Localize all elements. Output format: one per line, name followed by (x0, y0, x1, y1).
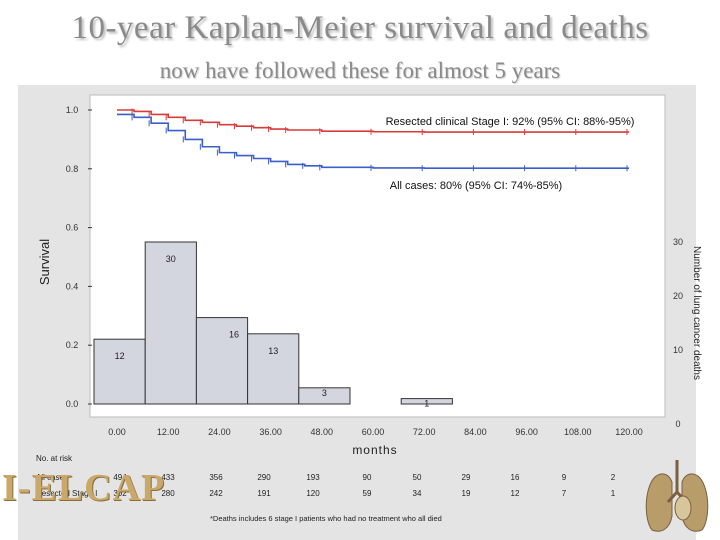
series-line-all-cases (117, 113, 629, 170)
risk-table-cell: 29 (461, 473, 471, 482)
risk-table-heading: No. at risk (36, 454, 73, 463)
x-axis-label: months (352, 443, 397, 457)
risk-table-cell: 12 (510, 489, 520, 498)
series-line-resected (117, 109, 629, 133)
death-bar-label: 1 (424, 399, 429, 409)
death-bar (247, 333, 300, 405)
risk-table-cell: 191 (257, 489, 271, 498)
risk-table-cell: 2 (610, 473, 616, 482)
risk-table-cell: 302 (113, 489, 127, 498)
y2-tick-label: 20 (673, 291, 683, 301)
death-bar (400, 398, 453, 405)
risk-table-cell: 9 (561, 473, 567, 482)
risk-table-cell: 1 (610, 489, 616, 498)
risk-table-cell: 433 (161, 473, 175, 482)
y-tick-label: 0.0 (66, 399, 79, 409)
x-tick-label: 24.00 (208, 427, 231, 437)
risk-table-cell: 59 (362, 489, 372, 498)
x-tick-label: 72.00 (413, 427, 436, 437)
y-tick-label: 0.2 (66, 340, 79, 350)
risk-row-label-resected: Resected Stage I (36, 489, 98, 498)
y-tick-label: 0.4 (66, 281, 79, 291)
death-bar-label: 30 (166, 254, 176, 264)
slide-subtitle: now have followed these for almost 5 yea… (159, 58, 561, 83)
y2-tick-label: 30 (673, 237, 683, 247)
death-bar-label: 12 (115, 351, 125, 361)
x-tick-label: 12.00 (157, 427, 180, 437)
risk-table-cell: 356 (209, 473, 223, 482)
slide-title: 10-year Kaplan-Meier survival and deaths (71, 10, 649, 46)
risk-table-cell: 50 (412, 473, 422, 482)
footnote: *Deaths includes 6 stage I patients who … (210, 514, 442, 523)
x-tick-label: 48.00 (311, 427, 334, 437)
x-tick-label: 36.00 (259, 427, 282, 437)
series-label-resected: Resected clinical Stage I: 92% (95% CI: … (386, 116, 635, 128)
risk-table-cell: 193 (306, 473, 320, 482)
risk-table-cell: 290 (257, 473, 271, 482)
death-bar-label: 16 (229, 330, 239, 340)
death-bar-label: 13 (268, 346, 278, 356)
x-tick-label: 108.00 (564, 427, 592, 437)
y-axis-label: Survival (37, 239, 52, 285)
death-bar (298, 387, 351, 405)
risk-table-cell: 16 (510, 473, 520, 482)
risk-table-cell: 280 (161, 489, 175, 498)
y-tick-label: 0.6 (66, 223, 79, 233)
y2-tick-label: 0 (675, 419, 680, 429)
risk-table-cell: 494 (113, 473, 127, 482)
x-tick-label: 84.00 (464, 427, 487, 437)
death-bar (93, 338, 146, 405)
death-bar (144, 241, 197, 405)
x-tick-label: 120.00 (615, 427, 643, 437)
risk-table-cell: 242 (209, 489, 223, 498)
risk-table-cell: 19 (461, 489, 471, 498)
series-label-all-cases: All cases: 80% (95% CI: 74%-85%) (390, 180, 562, 192)
risk-row-label-all-cases: All cases (36, 473, 69, 482)
y2-axis-label: Number of lung cancer deaths (691, 246, 702, 380)
y-tick-label: 0.8 (66, 164, 79, 174)
ielcap-logo: I-ELCAP (2, 467, 166, 509)
x-tick-label: 0.00 (108, 427, 126, 437)
y2-tick-label: 10 (673, 345, 683, 355)
risk-table-cell: 34 (412, 489, 422, 498)
risk-table-cell: 7 (561, 489, 567, 498)
risk-table-cell: 90 (362, 473, 372, 482)
risk-table-cell: 120 (306, 489, 320, 498)
lung-illustration-icon (645, 460, 709, 532)
x-tick-label: 96.00 (515, 427, 538, 437)
y-tick-label: 1.0 (66, 105, 79, 115)
death-bar-label: 3 (322, 388, 327, 398)
death-bar (195, 317, 249, 405)
x-tick-label: 60.00 (362, 427, 385, 437)
